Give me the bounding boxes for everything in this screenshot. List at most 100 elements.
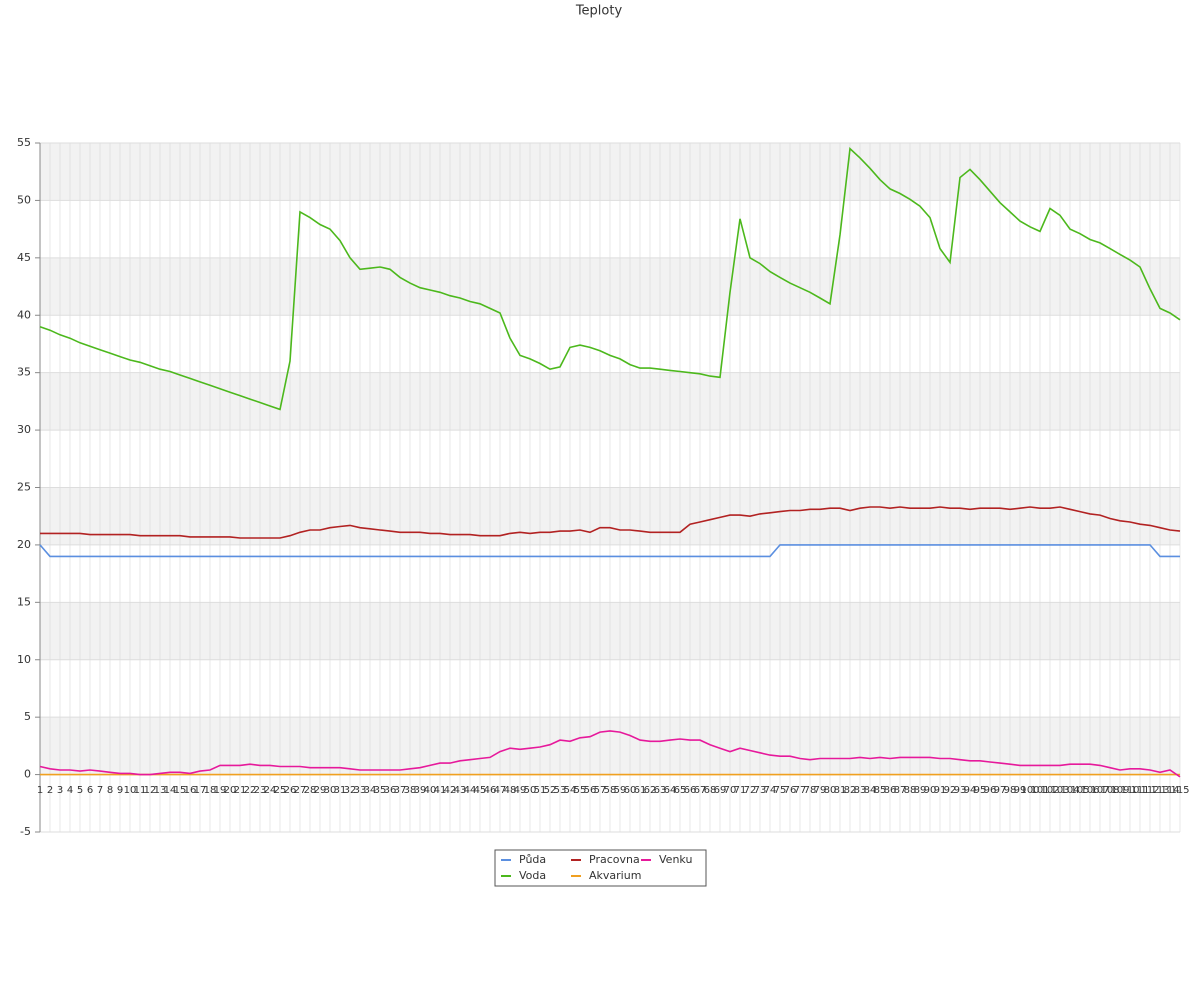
x-tick-label: 6	[87, 785, 93, 796]
x-tick-label: 13	[154, 785, 167, 796]
x-tick-label: 35	[374, 785, 387, 796]
x-tick-label: 47	[494, 785, 507, 796]
x-tick-label: 42	[444, 785, 457, 796]
series-line	[39, 147, 1181, 411]
x-tick-label: 102	[1040, 785, 1059, 796]
x-tick-label: 105	[1070, 785, 1089, 796]
x-tick-label: 115	[1170, 785, 1189, 796]
x-tick-label: 60	[624, 785, 637, 796]
x-tick-label: 106	[1080, 785, 1099, 796]
x-tick-label: 83	[854, 785, 867, 796]
x-tick-label: 15	[174, 785, 187, 796]
y-tick-label: 35	[17, 366, 31, 379]
x-tick-label: 26	[284, 785, 297, 796]
x-tick-label: 113	[1150, 785, 1169, 796]
x-tick-label: 88	[904, 785, 917, 796]
x-tick-label: 44	[464, 785, 477, 796]
legend-label: Voda	[519, 869, 546, 882]
x-tick-label: 41	[434, 785, 447, 796]
x-tick-label: 111	[1130, 785, 1149, 796]
y-tick-label: 15	[17, 595, 31, 608]
x-tick-label: 8	[107, 785, 113, 796]
x-tick-label: 107	[1090, 785, 1109, 796]
x-tick-label: 86	[884, 785, 897, 796]
y-tick-label: 30	[17, 423, 31, 436]
x-tick-label: 17	[194, 785, 207, 796]
x-tick-label: 101	[1030, 785, 1049, 796]
y-tick-label: 50	[17, 193, 31, 206]
x-tick-label: 89	[914, 785, 927, 796]
x-tick-label: 82	[844, 785, 857, 796]
x-tick-label: 71	[734, 785, 747, 796]
x-tick-label: 93	[954, 785, 967, 796]
x-tick-label: 43	[454, 785, 467, 796]
x-tick-label: 109	[1110, 785, 1129, 796]
legend-label: Akvarium	[589, 869, 641, 882]
x-tick-label: 95	[974, 785, 987, 796]
x-tick-label: 77	[794, 785, 807, 796]
x-tick-label: 110	[1120, 785, 1139, 796]
x-tick-label: 23	[254, 785, 267, 796]
x-tick-label: 84	[864, 785, 877, 796]
x-tick-label: 112	[1140, 785, 1159, 796]
x-tick-label: 9	[117, 785, 123, 796]
legend-label: Venku	[659, 853, 692, 866]
x-tick-label: 36	[384, 785, 397, 796]
x-tick-label: 18	[204, 785, 217, 796]
x-tick-label: 7	[97, 785, 103, 796]
x-tick-label: 75	[774, 785, 787, 796]
series-line	[40, 506, 1181, 539]
x-tick-label: 94	[964, 785, 977, 796]
x-tick-label: 63	[654, 785, 667, 796]
x-tick-label: 53	[554, 785, 567, 796]
x-tick-label: 40	[424, 785, 437, 796]
x-tick-label: 59	[614, 785, 627, 796]
x-tick-label: 31	[334, 785, 347, 796]
x-tick-label: 62	[644, 785, 657, 796]
x-tick-label: 45	[474, 785, 487, 796]
x-tick-label: 33	[354, 785, 367, 796]
y-tick-label: 10	[17, 653, 31, 666]
x-tick-label: 37	[394, 785, 407, 796]
x-tick-label: 48	[504, 785, 517, 796]
y-tick-label: -5	[20, 825, 31, 838]
x-tick-label: 10	[124, 785, 137, 796]
y-tick-label: 55	[17, 136, 31, 149]
x-tick-label: 61	[634, 785, 647, 796]
y-tick-label: 0	[24, 768, 31, 781]
x-tick-label: 34	[364, 785, 377, 796]
x-tick-label: 64	[664, 785, 677, 796]
y-tick-label: 40	[17, 308, 31, 321]
legend-label: Pracovna	[589, 853, 640, 866]
x-tick-label: 98	[1004, 785, 1017, 796]
x-tick-label: 99	[1014, 785, 1027, 796]
x-tick-label: 79	[814, 785, 827, 796]
x-tick-label: 100	[1020, 785, 1039, 796]
y-tick-label: 5	[24, 710, 31, 723]
x-tick-label: 104	[1060, 785, 1079, 796]
x-tick-label: 76	[784, 785, 797, 796]
x-tick-label: 92	[944, 785, 957, 796]
x-tick-label: 80	[824, 785, 837, 796]
x-tick-label: 16	[184, 785, 197, 796]
x-tick-label: 21	[234, 785, 247, 796]
x-tick-label: 27	[294, 785, 307, 796]
x-tick-label: 67	[694, 785, 707, 796]
x-tick-label: 78	[804, 785, 817, 796]
x-tick-label: 14	[164, 785, 177, 796]
x-tick-label: 51	[534, 785, 547, 796]
x-tick-label: 39	[414, 785, 427, 796]
x-tick-label: 28	[304, 785, 317, 796]
x-tick-label: 30	[324, 785, 337, 796]
x-tick-label: 20	[224, 785, 237, 796]
x-tick-label: 66	[684, 785, 697, 796]
x-tick-label: 108	[1100, 785, 1119, 796]
x-tick-label: 52	[544, 785, 557, 796]
x-tick-label: 55	[574, 785, 587, 796]
legend-label: Půda	[519, 853, 546, 866]
y-tick-label: 20	[17, 538, 31, 551]
x-tick-label: 22	[244, 785, 257, 796]
x-tick-label: 11	[134, 785, 147, 796]
x-tick-label: 96	[984, 785, 997, 796]
